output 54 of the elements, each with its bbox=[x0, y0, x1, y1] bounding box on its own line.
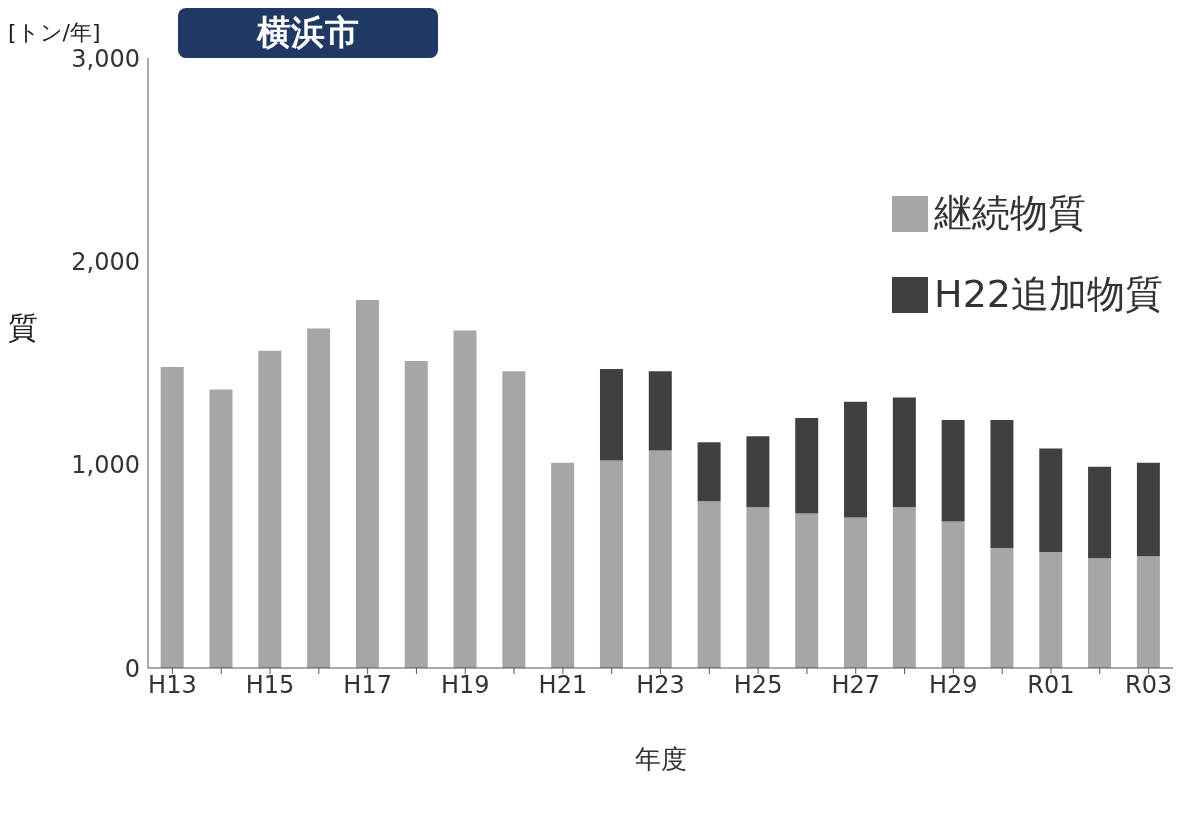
bar bbox=[258, 350, 282, 668]
bar bbox=[404, 360, 428, 668]
y-tick-label: 0 bbox=[124, 654, 140, 683]
bar bbox=[599, 369, 623, 461]
bar bbox=[648, 450, 672, 668]
bar bbox=[307, 328, 331, 668]
bar bbox=[892, 397, 916, 508]
x-tick-label: H27 bbox=[831, 671, 881, 700]
bar bbox=[551, 462, 575, 668]
bar bbox=[1039, 448, 1063, 553]
y-tick-label: 2,000 bbox=[71, 247, 140, 276]
x-tick-label: R01 bbox=[1027, 671, 1075, 700]
bar bbox=[355, 299, 379, 668]
x-tick-label: H13 bbox=[148, 671, 197, 700]
x-tick-label: H15 bbox=[245, 671, 295, 700]
chart-title: 横浜市 bbox=[178, 8, 438, 58]
bar bbox=[746, 436, 770, 508]
legend-label: H22追加物質 bbox=[934, 271, 1163, 318]
bar bbox=[892, 507, 916, 668]
bar bbox=[599, 460, 623, 668]
bar bbox=[502, 371, 526, 668]
bar bbox=[1136, 556, 1160, 668]
x-tick-label: H23 bbox=[636, 671, 685, 700]
bar bbox=[941, 419, 965, 522]
bar bbox=[209, 389, 233, 668]
y-tick-label: 1,000 bbox=[71, 451, 140, 480]
bar bbox=[648, 371, 672, 451]
bar bbox=[795, 417, 819, 514]
bar bbox=[990, 419, 1014, 549]
x-tick-label: R03 bbox=[1124, 671, 1173, 700]
x-tick-label: H29 bbox=[929, 671, 978, 700]
bar bbox=[697, 442, 721, 502]
bar bbox=[746, 507, 770, 668]
bar bbox=[160, 367, 184, 668]
y-axis-title: [トン/年] bbox=[8, 19, 101, 47]
y-tick-label: 3,000 bbox=[71, 44, 140, 73]
bar bbox=[795, 513, 819, 668]
x-tick-label: H17 bbox=[343, 671, 392, 700]
bar bbox=[941, 521, 965, 668]
legend-label: 継続物質 bbox=[934, 190, 1087, 237]
bar bbox=[844, 401, 868, 518]
bar bbox=[1039, 552, 1063, 668]
bar bbox=[990, 548, 1014, 668]
x-axis-title: 年度 bbox=[634, 744, 687, 774]
text: 質 bbox=[8, 309, 38, 347]
bar bbox=[844, 517, 868, 668]
x-tick-label: H21 bbox=[538, 671, 588, 700]
bar bbox=[1088, 466, 1112, 559]
bar bbox=[1088, 558, 1112, 668]
bar bbox=[453, 330, 477, 668]
bar bbox=[1136, 462, 1160, 557]
bar bbox=[697, 501, 721, 668]
x-tick-label: H25 bbox=[733, 671, 783, 700]
x-tick-label: H19 bbox=[440, 671, 490, 700]
